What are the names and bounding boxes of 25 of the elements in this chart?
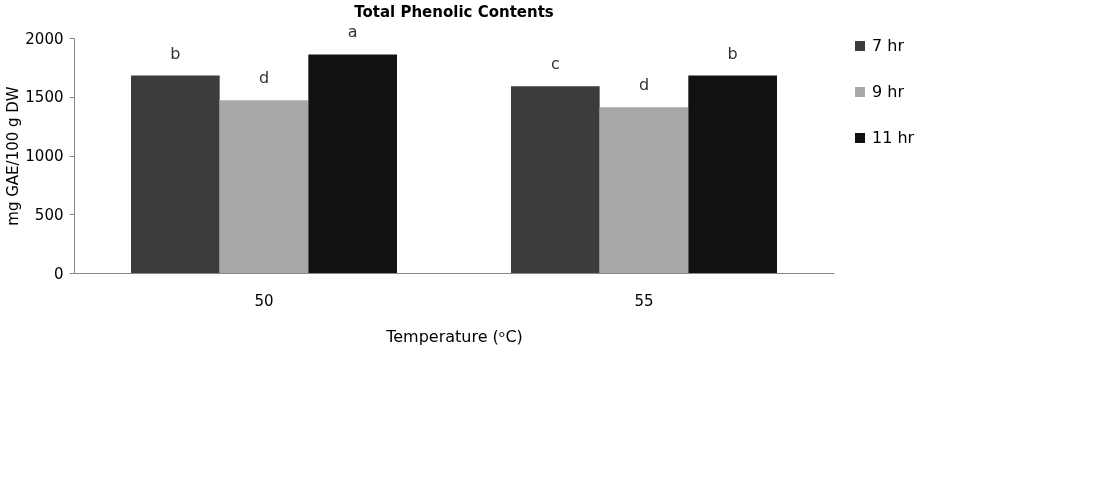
data-label: b <box>170 43 181 63</box>
bar <box>131 75 220 273</box>
bar <box>599 107 689 273</box>
legend-label: 7 hr <box>872 36 905 55</box>
bar <box>511 86 600 273</box>
data-label: c <box>550 54 560 74</box>
x-axis-title: Temperature (ᵒC) <box>385 326 523 346</box>
x-tick-label: 50 <box>254 291 274 310</box>
y-axis-title: mg GAE/100 g DW <box>4 86 23 226</box>
y-tick-label: 2000 <box>25 29 64 48</box>
y-tick-label: 0 <box>53 264 64 283</box>
bar <box>308 54 397 273</box>
data-label: b <box>727 43 738 63</box>
y-tick-label: 500 <box>34 205 64 224</box>
y-tick-label: 1000 <box>25 147 64 165</box>
chart-title: Total Phenolic Contents <box>354 3 554 22</box>
y-tick-label: 1500 <box>25 88 64 107</box>
data-label: d <box>638 75 650 95</box>
data-label: a <box>347 22 358 42</box>
x-tick-label: 55 <box>634 291 654 310</box>
bar <box>219 100 309 273</box>
bar <box>688 75 777 273</box>
legend-label: 9 hr <box>872 82 905 101</box>
legend-label: 11 hr <box>872 128 915 147</box>
data-label: d <box>258 68 270 88</box>
